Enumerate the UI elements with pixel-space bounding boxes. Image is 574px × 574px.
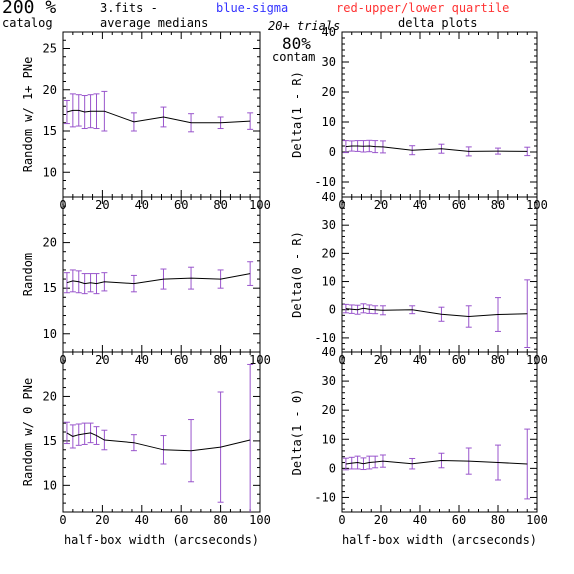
panel-left-mid-xtick-label: 20 [95, 353, 109, 367]
panel-left-mid-xtick-label: 60 [174, 353, 188, 367]
panel-right-top-ytick-label: 20 [322, 85, 336, 99]
panel-left-bot-xlabel: half-box width (arcseconds) [64, 533, 259, 547]
panel-right-mid-ytick-label: 40 [322, 190, 336, 204]
panel-left-bot-xtick-label: 80 [213, 513, 227, 527]
panel-right-mid-series-line [345, 307, 528, 318]
panel-right-bot-ytick-label: 20 [322, 403, 336, 417]
panel-left-top-ytick-label: 15 [43, 124, 57, 138]
panel-right-bot-ytick-label: 30 [322, 374, 336, 388]
panel-right-top-xtick-label: 80 [491, 198, 505, 212]
panel-left-bot-ylabel: Random w/ 0 PNe [21, 378, 35, 486]
header-average-medians: average medians [100, 16, 208, 30]
panel-left-bot-series-line [66, 432, 251, 452]
panel-right-mid-xtick-label: 40 [413, 353, 427, 367]
panel-left-mid-ytick-label: 15 [43, 281, 57, 295]
header-percent: 200 % [2, 0, 56, 18]
panel-right-mid-ytick-label: 0 [329, 303, 336, 317]
panel-left-top-xtick-label: 20 [95, 198, 109, 212]
panel-left-bot-xtick-label: 100 [249, 513, 271, 527]
header-delta-plots: delta plots [398, 16, 477, 30]
panel-right-mid-ylabel: Delta(0 - R) [290, 231, 304, 318]
panel-right-bot-ylabel: Delta(1 - 0) [290, 389, 304, 476]
panel-left-mid-xtick-label: 40 [135, 353, 149, 367]
panel-left-bot-frame [62, 351, 261, 513]
panel-left-bot-ytick-label: 10 [43, 478, 57, 492]
panel-right-mid-ytick-label: 20 [322, 246, 336, 260]
panel-left-top-xtick-label: 40 [135, 198, 149, 212]
panel-left-top-frame [62, 31, 261, 198]
panel-right-bot-ytick-label: -10 [314, 490, 336, 504]
header-blue-sigma: blue-sigma [216, 1, 288, 15]
panel-right-top-frame [341, 31, 538, 198]
panel-left-top-xtick-label: 60 [174, 198, 188, 212]
panel-right-top-ytick-label: -10 [314, 175, 336, 189]
panel-right-top-ylabel: Delta(1 - R) [290, 71, 304, 158]
panel-left-mid-xtick-label: 80 [213, 353, 227, 367]
panel-right-top-ytick-label: 40 [322, 25, 336, 39]
panel-left-mid-ytick-label: 10 [43, 327, 57, 341]
panel-right-bot-ytick-label: 40 [322, 345, 336, 359]
header-trials: 20+ trials [268, 19, 340, 33]
header-contam-percent: 80% [282, 34, 311, 53]
panel-right-mid-xtick-label: 20 [374, 353, 388, 367]
header-catalog: catalog [2, 16, 53, 30]
panel-left-mid-ytick-label: 20 [43, 236, 57, 250]
panel-right-bot-xtick-label: 80 [491, 513, 505, 527]
panel-right-mid-xtick-label: 60 [452, 353, 466, 367]
panel-left-top-xtick-label: 80 [213, 198, 227, 212]
panel-left-bot-ytick-label: 20 [43, 389, 57, 403]
panel-right-bot-xtick-label: 100 [526, 513, 548, 527]
panel-right-bot-xlabel: half-box width (arcseconds) [342, 533, 537, 547]
header-file: 3.fits - [100, 1, 158, 15]
panel-left-mid-ylabel: Random [21, 253, 35, 296]
panel-left-bot-xtick-label: 40 [135, 513, 149, 527]
panel-right-bot-ytick-label: 10 [322, 432, 336, 446]
panel-right-top-xtick-label: 20 [374, 198, 388, 212]
panel-left-bot-xtick-label: 60 [174, 513, 188, 527]
panel-right-mid-ytick-label: 10 [322, 275, 336, 289]
panel-right-top-xtick-label: 60 [452, 198, 466, 212]
panel-right-top-xtick-label: 40 [413, 198, 427, 212]
panel-left-top-ylabel: Random w/ 1+ PNe [21, 57, 35, 173]
panel-right-bot-frame [341, 351, 538, 513]
panel-left-bot-xtick-label: 20 [95, 513, 109, 527]
panel-left-mid-series-line [66, 273, 251, 285]
panel-right-bot-xtick-label: 60 [452, 513, 466, 527]
header-contam: contam [272, 50, 315, 64]
panel-right-bot-ytick-label: 0 [329, 461, 336, 475]
panel-right-mid-frame [341, 196, 538, 353]
panel-right-mid-ytick-label: -10 [314, 331, 336, 345]
panel-right-bot-xtick-label: 0 [338, 513, 345, 527]
panel-left-top-ytick-label: 25 [43, 42, 57, 56]
panel-right-top-ytick-label: 10 [322, 115, 336, 129]
panel-left-bot-xtick-label: 0 [59, 513, 66, 527]
panel-left-top-ytick-label: 10 [43, 165, 57, 179]
panel-left-top-ytick-label: 20 [43, 83, 57, 97]
panel-left-mid-frame [62, 196, 261, 353]
panel-right-top-ytick-label: 30 [322, 55, 336, 69]
panel-right-mid-xtick-label: 80 [491, 353, 505, 367]
panel-right-bot-xtick-label: 40 [413, 513, 427, 527]
panel-right-top-ytick-label: 0 [329, 145, 336, 159]
panel-left-bot-ytick-label: 15 [43, 434, 57, 448]
header-red-quartile: red-upper/lower quartile [336, 1, 509, 15]
panel-right-top-series-line [345, 145, 528, 152]
panel-left-top-series-line [66, 109, 251, 124]
panel-right-mid-ytick-label: 30 [322, 218, 336, 232]
panel-right-bot-series-line [345, 459, 528, 465]
panel-right-bot-xtick-label: 20 [374, 513, 388, 527]
